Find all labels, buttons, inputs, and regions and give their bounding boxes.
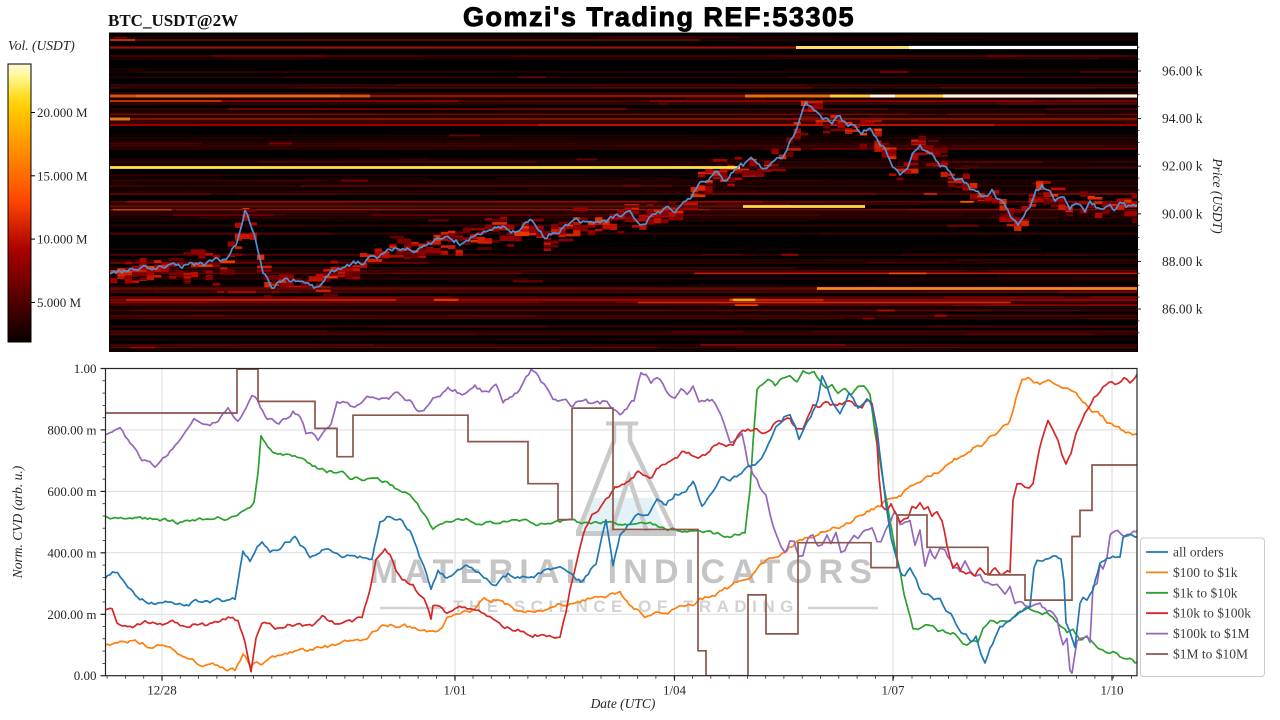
svg-text:all orders: all orders	[1173, 545, 1224, 560]
svg-text:88.00 k: 88.00 k	[1162, 254, 1203, 269]
svg-text:$10k to $100k: $10k to $100k	[1173, 606, 1251, 621]
svg-text:Date (UTC): Date (UTC)	[590, 696, 656, 711]
svg-text:$1k to $10k: $1k to $10k	[1173, 585, 1238, 600]
svg-text:1/07: 1/07	[881, 683, 905, 698]
svg-text:$1M to $10M: $1M to $10M	[1173, 647, 1248, 662]
svg-text:1.00: 1.00	[74, 361, 97, 376]
svg-text:400.00 m: 400.00 m	[47, 545, 96, 560]
svg-text:1/01: 1/01	[443, 683, 466, 698]
svg-text:Norm. CVD (arb. u.): Norm. CVD (arb. u.)	[10, 465, 25, 579]
svg-text:94.00 k: 94.00 k	[1162, 111, 1203, 126]
svg-text:10.000 M: 10.000 M	[37, 232, 88, 247]
svg-text:Price (USDT): Price (USDT)	[1210, 157, 1225, 234]
svg-text:BTC_USDT@2W: BTC_USDT@2W	[108, 11, 238, 30]
svg-text:5.000 M: 5.000 M	[37, 295, 82, 310]
svg-text:20.000 M: 20.000 M	[37, 105, 88, 120]
svg-text:15.000 M: 15.000 M	[37, 168, 88, 183]
svg-text:600.00 m: 600.00 m	[47, 484, 96, 499]
svg-text:1/04: 1/04	[663, 683, 687, 698]
svg-text:12/28: 12/28	[147, 683, 177, 698]
svg-text:MATERIAL INDICATORS: MATERIAL INDICATORS	[370, 553, 878, 591]
svg-text:$100k to $1M: $100k to $1M	[1173, 626, 1250, 641]
svg-text:92.00 k: 92.00 k	[1162, 159, 1203, 174]
svg-text:96.00 k: 96.00 k	[1162, 64, 1203, 79]
svg-text:200.00 m: 200.00 m	[47, 607, 96, 622]
svg-text:$100 to $1k: $100 to $1k	[1173, 565, 1238, 580]
svg-text:Vol. (USDT): Vol. (USDT)	[8, 38, 75, 53]
svg-text:1/10: 1/10	[1100, 683, 1123, 698]
svg-text:90.00 k: 90.00 k	[1162, 206, 1203, 221]
svg-text:0.00: 0.00	[74, 668, 97, 683]
svg-text:Gomzi's Trading REF:53305: Gomzi's Trading REF:53305	[463, 2, 855, 32]
svg-text:86.00 k: 86.00 k	[1162, 302, 1203, 317]
svg-text:800.00 m: 800.00 m	[47, 422, 96, 437]
